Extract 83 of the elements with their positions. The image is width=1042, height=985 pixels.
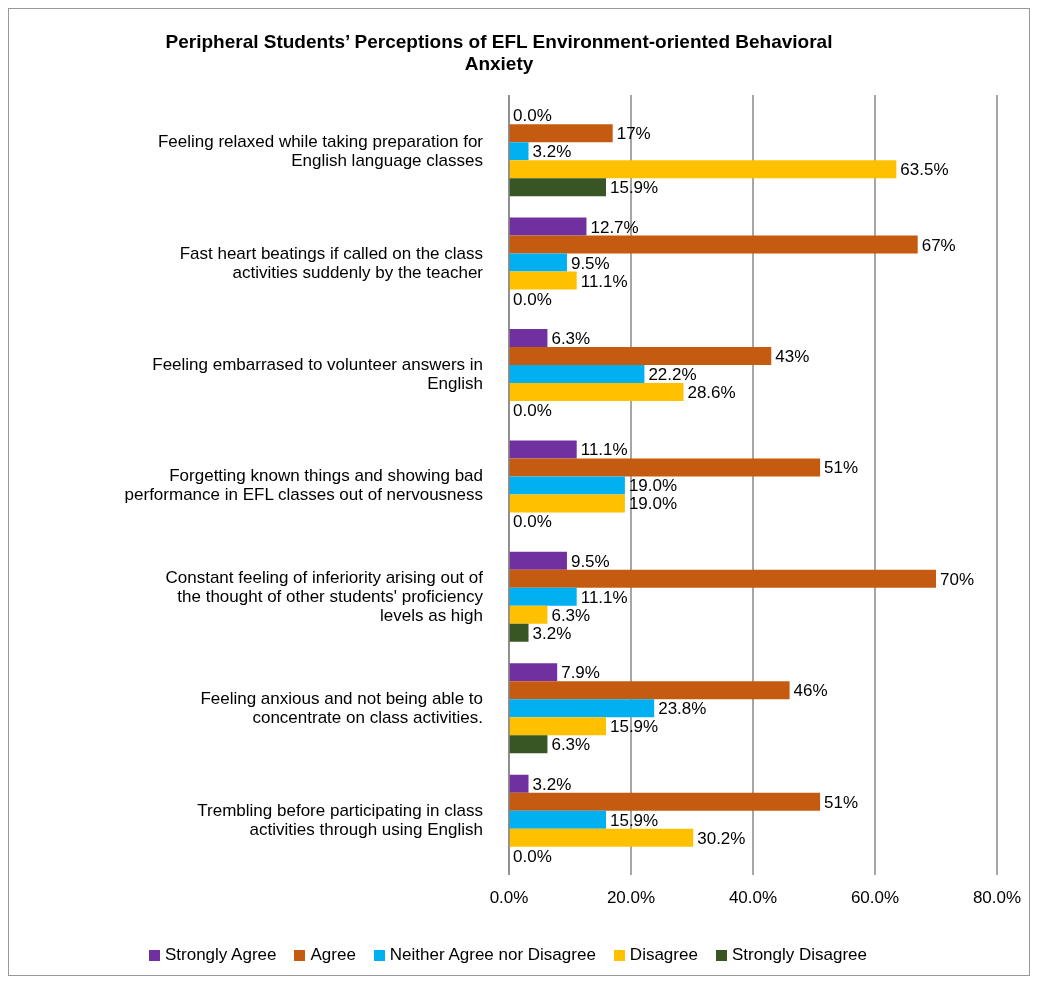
bar — [509, 160, 897, 179]
bar — [509, 253, 567, 272]
data-label: 0.0% — [513, 400, 552, 420]
bar — [509, 587, 577, 606]
data-label: 7.9% — [561, 663, 600, 683]
data-label: 6.3% — [551, 328, 591, 348]
data-label: 67% — [921, 235, 956, 255]
data-label: 63.5% — [900, 160, 949, 180]
data-label: 9.5% — [570, 253, 610, 273]
y-tick-label: Feeling embarrased to volunteer answers in English — [152, 355, 483, 394]
data-label: 3.2% — [532, 142, 572, 162]
x-tick-label: 0.0% — [489, 888, 529, 908]
data-label: 12.7% — [590, 217, 639, 237]
bar — [509, 347, 772, 365]
data-label: 9.5% — [570, 551, 610, 571]
bar — [509, 383, 684, 401]
data-label: 19.0% — [628, 494, 678, 514]
data-label: 0.0% — [513, 106, 552, 126]
bar — [509, 663, 558, 682]
legend-label: Disagree — [629, 945, 698, 965]
data-label: 70% — [940, 569, 975, 589]
legend-label: Strongly Disagree — [731, 945, 868, 965]
bar — [509, 699, 655, 718]
data-label: 23.8% — [658, 699, 707, 719]
bar — [509, 440, 577, 459]
bar — [509, 124, 613, 143]
data-label: 17% — [616, 124, 651, 144]
data-label: 43% — [775, 346, 810, 366]
data-label: 11.1% — [580, 587, 628, 607]
data-label: 11.1% — [580, 271, 628, 291]
bar — [509, 717, 606, 736]
bar — [509, 792, 821, 811]
y-tick-label: Feeling relaxed while taking preparation for English language classes — [157, 132, 484, 171]
data-label: 3.2% — [532, 774, 572, 794]
data-label: 51% — [824, 458, 859, 478]
data-label: 6.3% — [551, 735, 591, 755]
bar — [509, 235, 918, 254]
legend-label: Agree — [310, 945, 356, 965]
bar — [509, 217, 587, 236]
data-label: 46% — [793, 681, 828, 701]
data-label: 3.2% — [532, 623, 572, 643]
bar — [509, 494, 625, 513]
data-label: 15.9% — [609, 178, 659, 198]
y-tick-label: Fast heart beatings if called on the class activities suddenly by the teacher — [179, 243, 484, 282]
bar — [509, 605, 548, 624]
data-label: 15.9% — [609, 810, 659, 830]
bar — [509, 623, 529, 642]
bar — [509, 329, 548, 347]
bar — [509, 810, 606, 829]
bar — [509, 178, 606, 197]
y-tick-label: Trembling before participating in class activities through using English — [197, 800, 483, 839]
bar — [509, 551, 567, 570]
data-label: 51% — [824, 792, 859, 812]
data-label: 0.0% — [513, 512, 552, 532]
bar — [509, 681, 790, 700]
bar — [509, 271, 577, 290]
data-label: 22.2% — [648, 364, 697, 384]
y-tick-label: Constant feeling of inferiority arising out of the thought of other students' proficiency levels as high — [165, 568, 484, 626]
data-label: 15.9% — [609, 717, 659, 737]
bar — [509, 365, 645, 383]
chart-title: Peripheral Students’ Perceptions of EFL Environment-oriented Behavioral Anxiety — [164, 30, 834, 75]
legend-label: Neither Agree nor Disagree — [389, 945, 596, 965]
data-label: 11.1% — [580, 440, 628, 460]
data-label: 6.3% — [551, 605, 591, 625]
y-tick-label: Forgetting known things and showing bad performance in EFL classes out of nervousness — [124, 466, 483, 505]
x-tick-label: 20.0% — [606, 888, 656, 908]
y-tick-label: Feeling anxious and not being able to concentrate on class activities. — [200, 689, 483, 728]
bar — [509, 774, 529, 793]
bar — [509, 735, 548, 754]
x-tick-label: 60.0% — [850, 888, 900, 908]
bar — [509, 828, 694, 847]
legend-label: Strongly Agree — [164, 945, 277, 965]
x-tick-label: 40.0% — [728, 888, 778, 908]
bar — [509, 569, 936, 588]
data-label: 30.2% — [697, 828, 746, 848]
data-label: 0.0% — [513, 846, 552, 866]
bar — [509, 142, 529, 161]
data-label: 19.0% — [628, 476, 678, 496]
bar — [509, 476, 625, 495]
x-tick-label: 80.0% — [972, 888, 1022, 908]
data-label: 28.6% — [687, 382, 736, 402]
bar — [509, 458, 821, 477]
data-label: 0.0% — [513, 289, 552, 309]
